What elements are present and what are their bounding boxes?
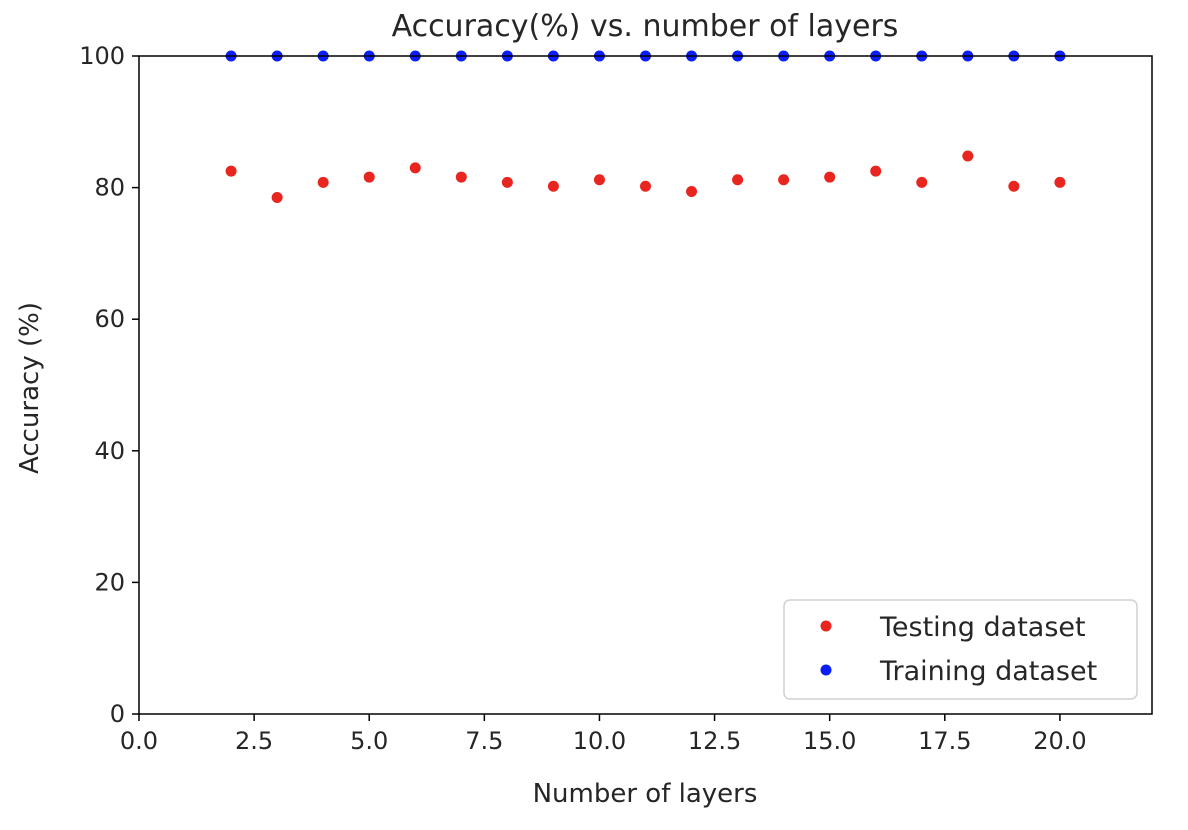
x-tick-label: 20.0	[1033, 727, 1086, 755]
testing-data-point	[593, 174, 605, 186]
testing-data-point	[778, 174, 790, 186]
testing-data-point	[455, 171, 467, 183]
testing-data-point	[640, 180, 651, 192]
testing-data-point	[916, 176, 928, 188]
x-axis-label: Number of layers	[533, 779, 758, 809]
x-tick-label: 17.5	[918, 727, 971, 755]
testing-data-point	[547, 180, 559, 192]
legend-entry-testing: Testing dataset	[879, 612, 1086, 643]
testing-data-point	[1054, 176, 1066, 188]
x-tick-label: 0.0	[120, 727, 158, 755]
data-points	[225, 50, 1066, 203]
legend-box	[783, 599, 1138, 700]
testing-data-point	[317, 176, 329, 188]
legend-marker-testing	[820, 620, 832, 632]
y-tick-label: 60	[94, 305, 125, 333]
x-axis-ticks: 0.0 2.5 5.0 7.5 10.0 12.5 15.0 17.5 20.0	[120, 714, 1087, 755]
testing-data-point	[363, 171, 375, 183]
testing-data-point	[225, 165, 237, 177]
testing-data-point	[870, 165, 882, 177]
testing-data-point	[271, 191, 283, 203]
y-tick-label: 100	[79, 42, 125, 70]
y-tick-label: 40	[94, 437, 125, 465]
x-tick-label: 2.5	[235, 727, 273, 755]
testing-data-point	[1008, 180, 1020, 192]
legend: Testing dataset Training dataset	[783, 599, 1138, 700]
legend-entry-training: Training dataset	[879, 656, 1097, 687]
y-tick-label: 0	[110, 700, 125, 728]
x-tick-label: 10.0	[573, 727, 626, 755]
y-axis-ticks: 0 20 40 60 80 100	[79, 42, 139, 728]
plot-area-frame	[138, 55, 1153, 715]
testing-data-point	[732, 174, 744, 186]
chart-title: Accuracy(%) vs. number of layers	[392, 9, 899, 44]
testing-data-point	[962, 150, 974, 162]
legend-marker-training	[820, 664, 832, 676]
testing-data-point	[686, 186, 698, 198]
y-tick-label: 20	[94, 568, 125, 596]
testing-data-point	[409, 162, 421, 174]
testing-data-point	[501, 176, 513, 188]
testing-data-point	[824, 171, 836, 183]
x-tick-label: 15.0	[803, 727, 856, 755]
x-tick-label: 12.5	[688, 727, 741, 755]
x-tick-label: 7.5	[465, 727, 503, 755]
y-tick-label: 80	[94, 174, 125, 202]
x-tick-label: 5.0	[350, 727, 388, 755]
y-axis-label: Accuracy (%)	[15, 302, 45, 474]
